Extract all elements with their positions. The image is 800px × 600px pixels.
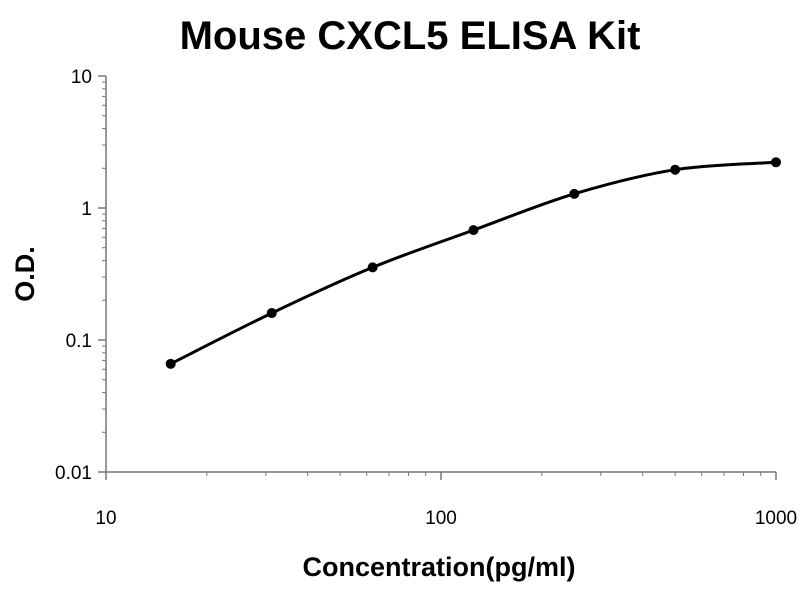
chart-title: Mouse CXCL5 ELISA Kit xyxy=(180,14,641,58)
data-point xyxy=(468,225,479,236)
axis-ticks xyxy=(98,75,777,480)
plot-area: 0.01 0.1 1 10 10 100 1000 xyxy=(55,67,797,529)
data-point xyxy=(771,157,781,168)
y-tick-label: 0.01 xyxy=(55,463,92,484)
y-tick-label: 1 xyxy=(81,199,92,220)
data-points xyxy=(165,157,781,369)
tick-labels: 0.01 0.1 1 10 10 100 1000 xyxy=(55,67,797,529)
y-axis-label: O.D. xyxy=(10,246,40,302)
data-point xyxy=(569,188,580,199)
standard-curve-line xyxy=(169,160,778,366)
data-point xyxy=(165,358,176,369)
x-axis-label: Concentration(pg/ml) xyxy=(303,552,576,582)
data-point xyxy=(670,164,681,175)
x-tick-label: 100 xyxy=(425,508,457,529)
data-point xyxy=(367,262,378,273)
data-point xyxy=(266,308,277,319)
y-tick-label: 0.1 xyxy=(66,331,92,352)
x-tick-label: 1000 xyxy=(755,508,797,529)
x-tick-label: 10 xyxy=(95,508,116,529)
y-tick-label: 10 xyxy=(71,67,92,88)
